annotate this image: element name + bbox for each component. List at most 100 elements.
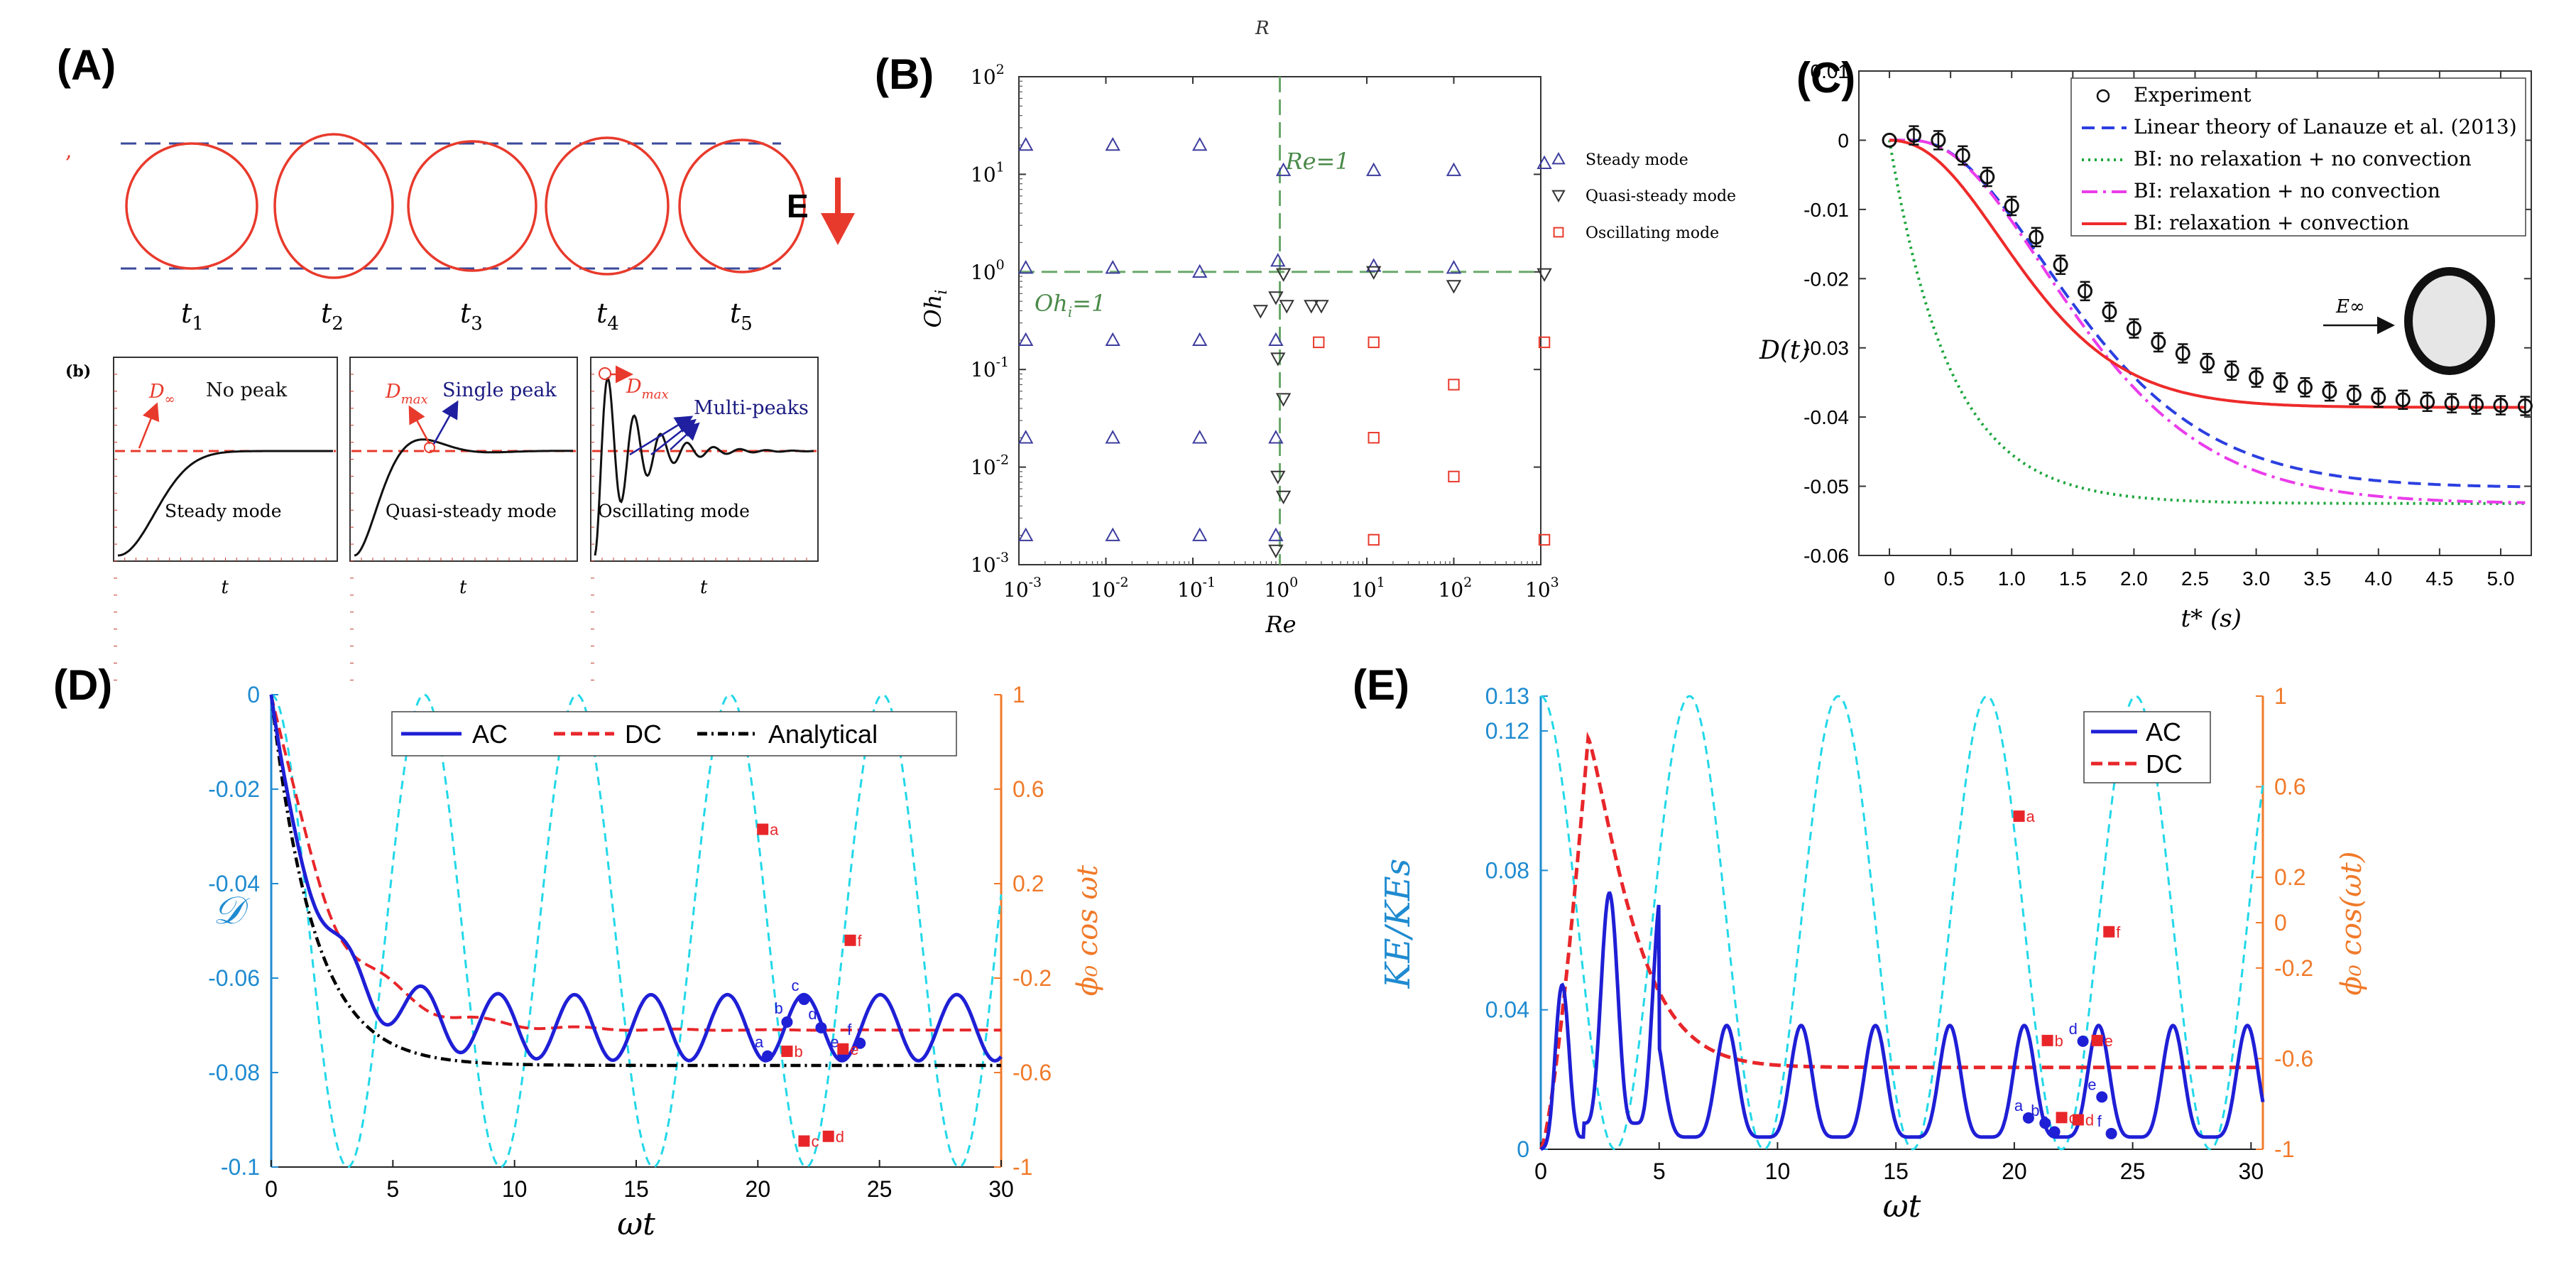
legend-marker-triangle-down — [1551, 190, 1566, 203]
inset-frame — [590, 357, 819, 562]
dc-marker — [2013, 810, 2025, 823]
legend-box — [2070, 77, 2526, 237]
experiment-point — [2053, 257, 2068, 273]
x-tick-label: 30 — [988, 1176, 1014, 1202]
inset-d-label: Dmax — [385, 381, 428, 407]
panel-d: (D) 0 5 10 15 20 25 30 ωt 0 -0.02 -0.04 -0.06 -0.08 -… — [53, 661, 1104, 1242]
ac-marker-label: d — [2069, 1020, 2078, 1038]
y-tick-label: 0.01 — [1811, 60, 1850, 82]
x-tick-label: 3.0 — [2242, 568, 2270, 590]
ac-curve — [269, 694, 1003, 1063]
ac-marker-label: f — [847, 1021, 852, 1038]
data-point-square — [1538, 533, 1551, 546]
experiment-point — [2322, 384, 2337, 399]
dc-marker — [798, 1135, 810, 1147]
drop-shape-1 — [125, 142, 258, 270]
panel-e-label: (E) — [1353, 661, 1409, 709]
data-point-square — [1313, 336, 1325, 349]
ac-marker-label: c — [2041, 1110, 2048, 1128]
ref-label-re1: Re=1 — [1285, 148, 1350, 175]
ac-marker-label: d — [808, 1005, 817, 1023]
y2-tick-label: 1 — [2274, 683, 2287, 709]
inset-field-label: E∞ — [2335, 296, 2365, 318]
x-tick-label: 4.0 — [2364, 568, 2392, 590]
dc-marker — [2056, 1112, 2068, 1124]
dc-marker — [2072, 1114, 2084, 1126]
y-axis-label: D(t) — [1759, 336, 1810, 365]
experiment-point — [2200, 355, 2215, 371]
experiment-point — [1882, 132, 1897, 148]
x-tick-label: 0 — [1884, 568, 1895, 590]
dc-marker — [757, 823, 769, 835]
data-point-square — [1538, 336, 1551, 349]
inset-d-label: D∞ — [148, 381, 175, 407]
dc-marker-label: b — [794, 1043, 802, 1060]
x-axis-label: t* (s) — [2181, 604, 2242, 633]
ac-marker — [2105, 1127, 2117, 1139]
inset-d-label: Dmax — [626, 376, 669, 402]
panel-d-label: (D) — [53, 661, 112, 709]
data-point-triangle-up — [1275, 162, 1292, 176]
data-point-square — [1448, 379, 1460, 391]
data-point-triangle-up — [1192, 527, 1208, 541]
field-cos-curve — [1540, 695, 2264, 1151]
y-tick-label: -0.03 — [1803, 337, 1849, 359]
ac-marker — [2039, 1117, 2051, 1129]
legend-box — [2083, 711, 2211, 783]
data-point-triangle-up — [1268, 430, 1284, 444]
x-tick-label: 100 — [1265, 575, 1299, 602]
stray-mark: , — [65, 139, 72, 163]
legend-box — [391, 711, 957, 756]
x-tick-label: 5 — [1653, 1159, 1666, 1184]
y-tick-label: 10-2 — [971, 452, 1009, 479]
data-point-triangle-up — [1192, 430, 1208, 444]
chart-c: 0 0.5 1.0 1.5 2.0 2.5 3.0 3.5 4.0 4.5 5.0 0.01 0 -0.0… — [1759, 60, 2533, 633]
y-tick-label: 100 — [971, 257, 1005, 284]
chart-d: 0 5 10 15 20 25 30 ωt 0 -0.02 -0.04 -0.06 -0.08 -0.1 1… — [208, 682, 1104, 1242]
experiment-point — [2249, 370, 2264, 386]
time-label-4: t4 — [596, 298, 619, 335]
time-label-5: t5 — [730, 298, 753, 335]
legend-label: AC — [2146, 717, 2181, 747]
dc-marker-label: d — [836, 1128, 844, 1146]
series-line — [1889, 139, 2526, 489]
data-point-square — [1368, 432, 1380, 444]
experiment-point — [2078, 283, 2093, 299]
x-tick-label: 102 — [1439, 575, 1473, 602]
drop-shape-3 — [407, 140, 537, 272]
dc-marker-label: b — [2055, 1032, 2063, 1050]
data-point-triangle-down — [1537, 268, 1552, 282]
dc-marker-label: c — [811, 1132, 819, 1150]
inset-mode-label: Quasi-steady mode — [386, 501, 557, 521]
x-tick-label: 3.5 — [2303, 568, 2331, 590]
panel-c: (C) 0 0.5 1.0 1.5 2.0 2.5 3.0 3.5 4.0 4.5 5.00.010… — [1759, 54, 2533, 633]
x-tick-label: 0 — [1534, 1159, 1547, 1184]
y2-tick-label: -1 — [1013, 1154, 1032, 1180]
experiment-point — [2126, 320, 2141, 336]
panel-a: (A) , E t1 t2 t3 t4 t5 (b) Steady mode No… — [57, 41, 855, 680]
data-point-triangle-up — [1105, 260, 1120, 274]
inset-xlabel: t — [700, 577, 708, 598]
inset-peak-label: No peak — [206, 379, 288, 401]
y-tick-label: 102 — [971, 62, 1005, 89]
x-tick-label: 2.0 — [2120, 568, 2148, 590]
analytical-curve — [269, 694, 1001, 1068]
y-tick-label: 101 — [971, 159, 1005, 186]
data-point-triangle-up — [1018, 260, 1034, 274]
dc-marker-label: e — [2105, 1032, 2113, 1050]
ac-marker — [2048, 1126, 2061, 1138]
data-point-triangle-down — [1275, 268, 1292, 282]
ac-marker — [2096, 1091, 2108, 1103]
data-point-triangle-up — [1105, 527, 1120, 541]
data-point-triangle-up — [1446, 162, 1462, 176]
drop-shape-5 — [678, 139, 806, 273]
ac-marker — [2077, 1035, 2089, 1047]
legend-label: DC — [2146, 749, 2183, 778]
data-point-triangle-down — [1446, 280, 1462, 294]
experiment-point — [1980, 169, 1995, 185]
y-tick-label: -0.02 — [208, 776, 260, 802]
legend-marker-triangle-up — [1551, 151, 1566, 165]
inset-xlabel: t — [222, 577, 229, 598]
data-point-triangle-up — [1192, 136, 1208, 151]
peak-marker-icon — [599, 367, 611, 380]
